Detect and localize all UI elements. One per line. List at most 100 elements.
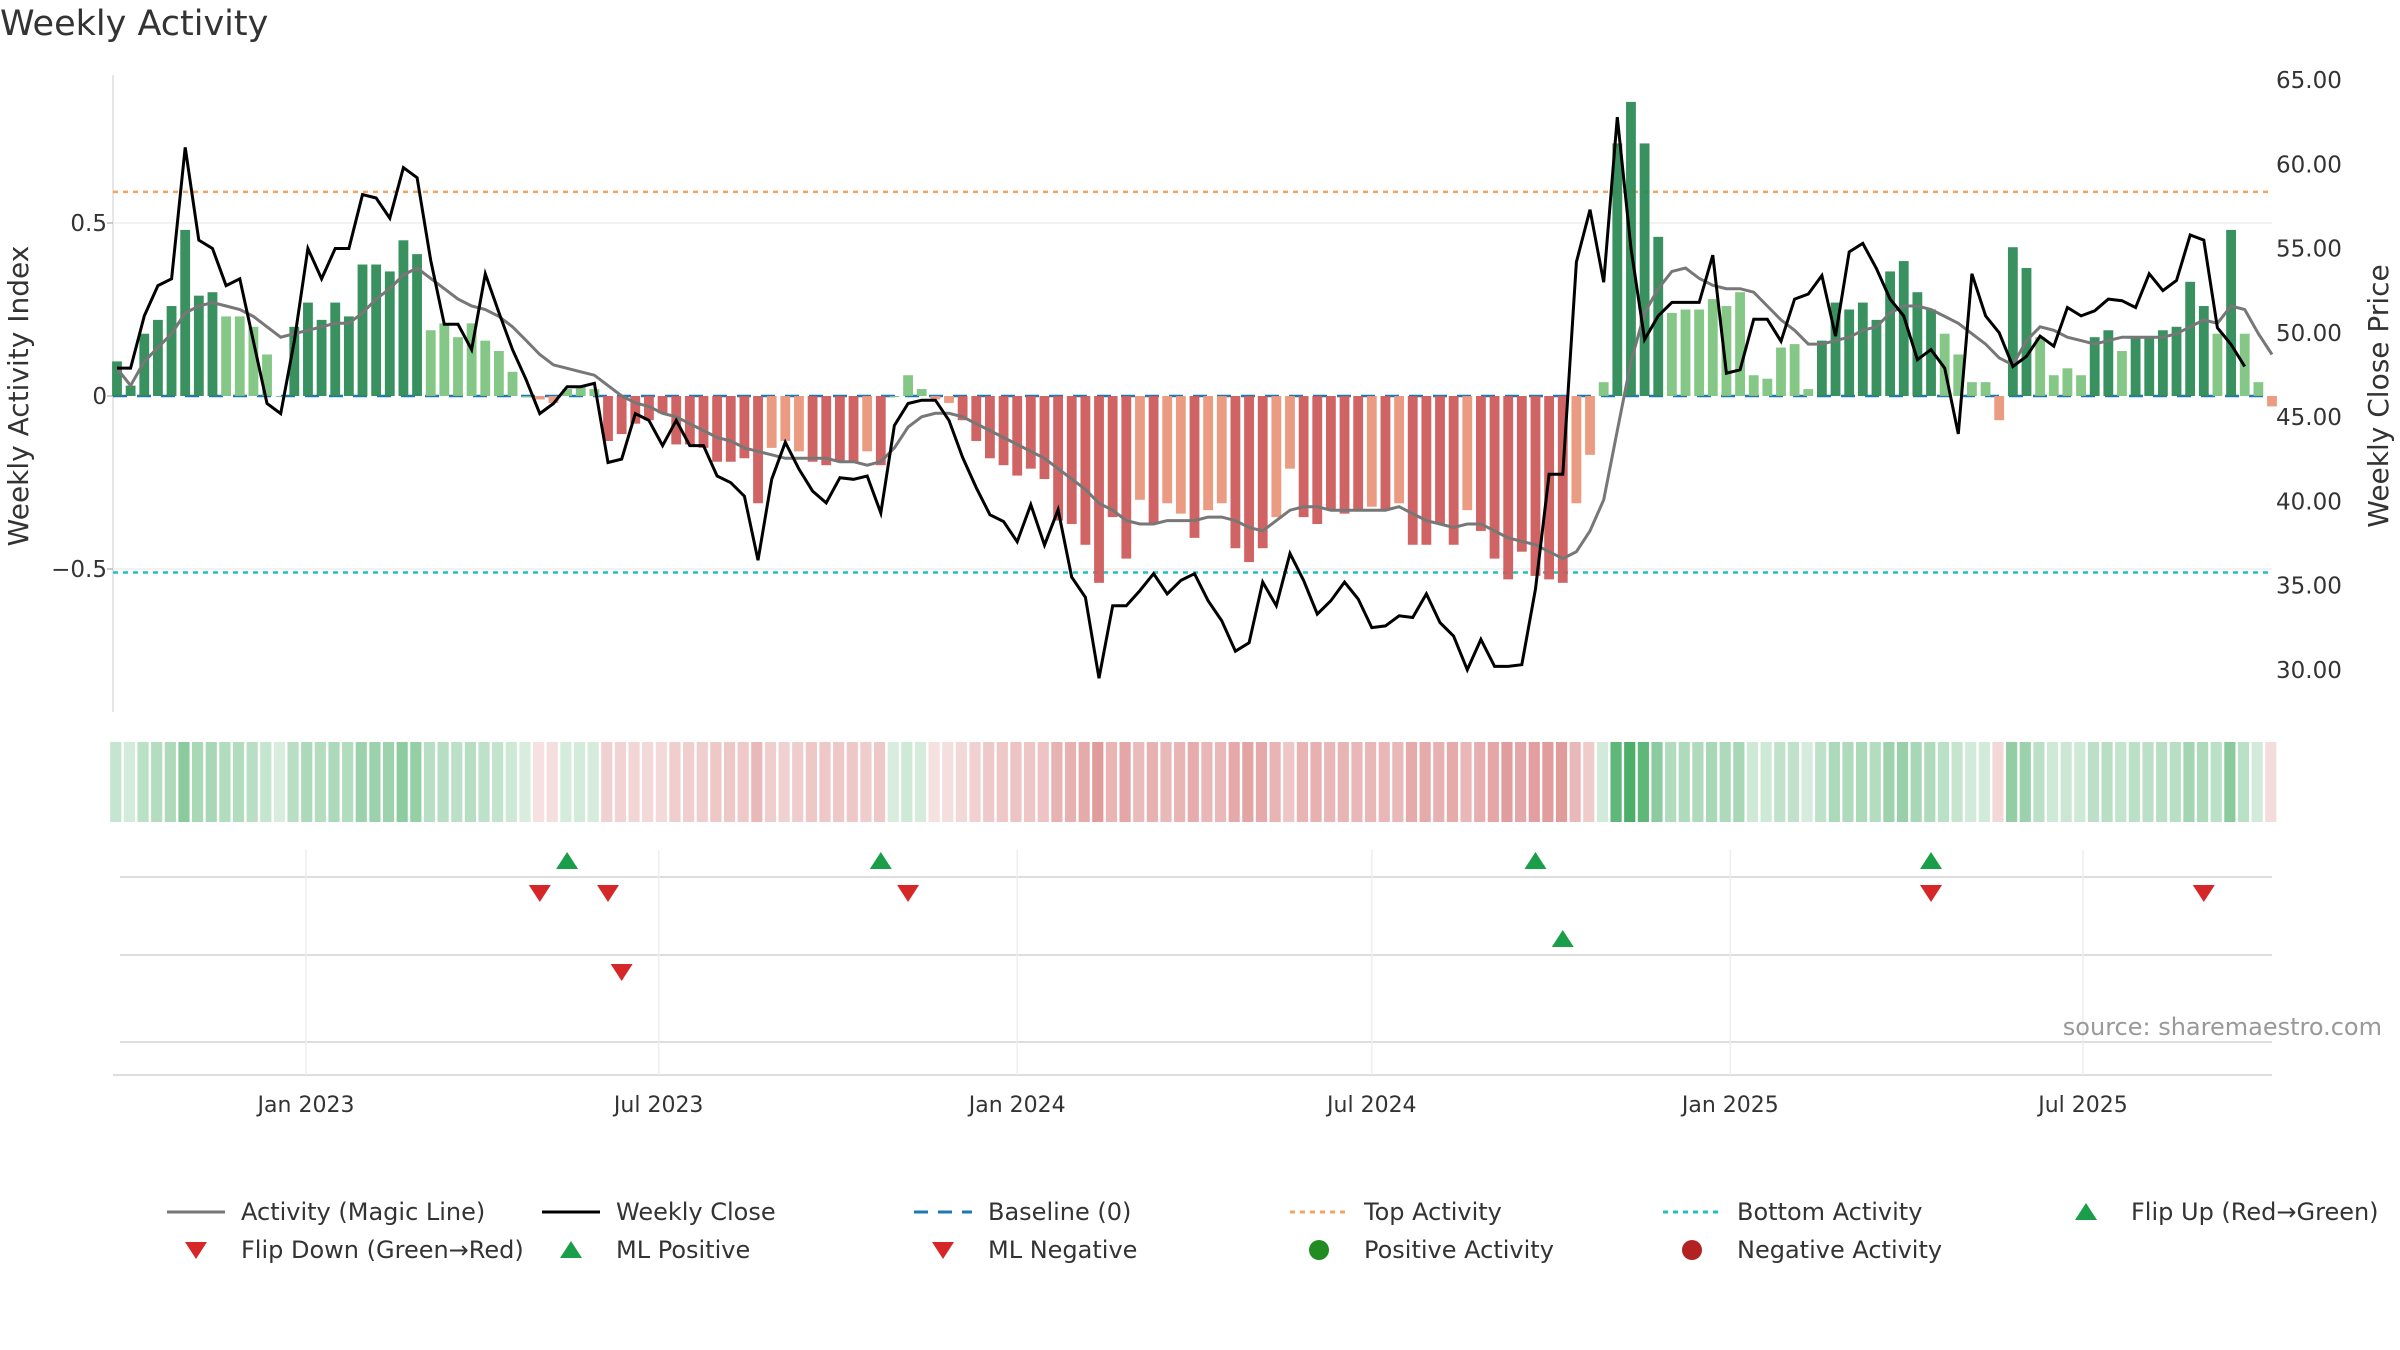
activity-bar	[1571, 396, 1582, 504]
heat-cell	[1665, 742, 1677, 822]
activity-bar	[412, 254, 422, 396]
activity-bar	[1121, 396, 1132, 559]
legend-label: Bottom Activity	[1737, 1198, 1923, 1226]
activity-bar	[275, 396, 286, 397]
activity-bar	[780, 396, 791, 441]
heat-cell	[1051, 742, 1063, 822]
activity-heat-strip	[110, 742, 2277, 822]
legend-item: Weekly Close	[540, 1198, 776, 1226]
activity-bar	[644, 396, 654, 421]
heat-cell	[601, 742, 613, 822]
activity-bar	[1053, 396, 1064, 521]
heat-cell	[505, 742, 517, 822]
heat-cell	[805, 742, 817, 822]
heat-cell	[369, 742, 381, 822]
heat-cell	[410, 742, 422, 822]
activity-bar	[1994, 396, 2005, 421]
heat-cell	[164, 742, 176, 822]
activity-bar	[807, 396, 818, 462]
heat-cell	[546, 742, 558, 822]
heat-cell	[1405, 742, 1418, 822]
activity-bar	[1394, 396, 1404, 504]
left-tick-label: −0.5	[51, 557, 107, 583]
heat-cell	[260, 742, 272, 822]
activity-bar	[1939, 333, 1950, 396]
heat-cell	[1896, 742, 1909, 822]
activity-bar	[1285, 396, 1295, 469]
legend-label: Negative Activity	[1737, 1236, 1943, 1264]
heat-cell	[2074, 742, 2086, 822]
right-tick-label: 35.00	[2276, 574, 2342, 600]
heat-cell	[1856, 742, 1868, 822]
activity-bar	[493, 351, 504, 396]
activity-bar	[193, 295, 204, 396]
ml-negative-marker	[610, 964, 633, 981]
heat-cell	[2156, 742, 2168, 822]
activity-bar	[1162, 396, 1173, 504]
activity-bar	[1462, 396, 1473, 511]
heat-cell	[123, 742, 136, 822]
legend-item: Positive Activity	[1288, 1236, 1554, 1264]
heat-cell	[1310, 742, 1322, 822]
heat-cell	[792, 742, 804, 822]
heat-cell	[2087, 742, 2100, 822]
heat-cell	[1255, 742, 1268, 822]
heat-cell	[1160, 742, 1172, 822]
cyan-dotted-line-icon	[1661, 1200, 1723, 1224]
legend-label: ML Negative	[988, 1236, 1138, 1264]
activity-bar	[1012, 396, 1023, 476]
activity-bar	[1612, 143, 1623, 396]
heat-cell	[1828, 742, 1840, 822]
green-triangle-up-icon	[540, 1238, 602, 1262]
activity-bar	[725, 396, 736, 462]
activity-bar	[1844, 309, 1855, 396]
activity-bar	[1639, 143, 1650, 396]
heat-cell	[887, 742, 899, 822]
activity-bar	[1557, 396, 1568, 583]
legend-item: Negative Activity	[1661, 1236, 1942, 1264]
activity-bar	[739, 396, 750, 459]
heat-cell	[1937, 742, 1950, 822]
activity-bar	[834, 396, 845, 462]
activity-bar	[1476, 396, 1486, 531]
activity-bar	[1776, 347, 1786, 396]
activity-bar	[1435, 396, 1445, 525]
right-tick-label: 55.00	[2276, 237, 2342, 263]
activity-bar	[1257, 396, 1268, 549]
heat-cell	[1746, 742, 1759, 822]
y-axis-right-title: Weekly Close Price	[2362, 264, 2395, 527]
activity-bar	[262, 354, 272, 396]
activity-bar	[1298, 396, 1309, 518]
heat-cell	[1965, 742, 1977, 822]
heat-cell	[1528, 742, 1540, 822]
activity-bar	[112, 361, 122, 396]
activity-bar	[2117, 351, 2127, 396]
heat-cell	[955, 742, 967, 822]
heat-cell	[1283, 742, 1295, 822]
legend-item: Top Activity	[1288, 1198, 1502, 1226]
flip-up-marker	[1920, 852, 1943, 869]
flip-down-marker	[1920, 885, 1943, 902]
red-triangle-down-icon	[912, 1238, 974, 1262]
activity-bar	[1325, 396, 1336, 511]
activity-bar	[562, 389, 573, 396]
activity-bar	[603, 396, 613, 441]
activity-bar	[2226, 229, 2236, 396]
heat-cell	[1392, 742, 1404, 822]
activity-bar	[1421, 396, 1432, 545]
activity-bar	[1926, 309, 1936, 396]
heat-cell	[1787, 742, 1799, 822]
heat-cell	[328, 742, 340, 822]
activity-bar	[398, 240, 409, 396]
source-credit: source: sharemaestro.com	[2062, 1013, 2382, 1041]
heat-cell	[2006, 742, 2018, 822]
heat-cell	[1651, 742, 1663, 822]
heat-cell	[819, 742, 831, 822]
activity-bar	[1762, 378, 1773, 396]
weekly-close-line	[117, 116, 2246, 679]
activity-bar	[221, 316, 232, 396]
activity-bar	[848, 396, 859, 462]
activity-bar	[453, 337, 463, 396]
activity-bar	[480, 340, 491, 396]
legend-label: Flip Up (Red→Green)	[2131, 1198, 2379, 1226]
